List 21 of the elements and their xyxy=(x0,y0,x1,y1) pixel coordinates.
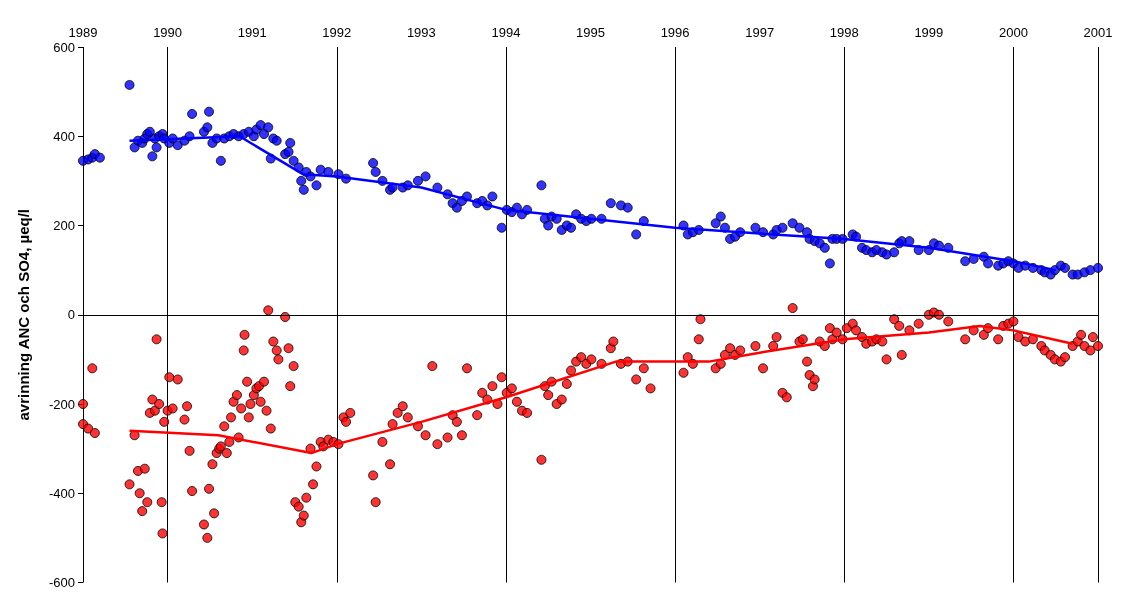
x-tick-label: 1995 xyxy=(576,25,605,40)
x-tick-label: 2001 xyxy=(1083,25,1113,40)
y-tick-label: -200 xyxy=(48,396,75,412)
y-tick-label: -600 xyxy=(48,575,75,590)
x-tick-label: 1998 xyxy=(829,25,859,40)
x-tick-label: 1996 xyxy=(660,25,690,40)
y-tick-label: 400 xyxy=(53,128,75,144)
x-tick-label: 1997 xyxy=(745,25,775,40)
x-tick-label: 2000 xyxy=(998,25,1028,40)
y-tick-label: 600 xyxy=(53,39,75,55)
x-tick-label: 1990 xyxy=(153,25,183,40)
y-tick-label: -400 xyxy=(48,485,75,501)
x-tick-label: 1999 xyxy=(914,25,944,40)
x-tick-label: 1991 xyxy=(237,25,267,40)
y-axis-title: avrinning ANC och SO4, µeq/l xyxy=(15,209,32,421)
y-tick-label: 0 xyxy=(67,307,75,323)
x-tick-label: 1992 xyxy=(322,25,352,40)
x-tick-label: 1989 xyxy=(68,25,98,40)
y-tick-label: 200 xyxy=(53,218,75,233)
x-tick-label: 1993 xyxy=(406,25,436,40)
x-tick-label: 1994 xyxy=(491,25,521,40)
